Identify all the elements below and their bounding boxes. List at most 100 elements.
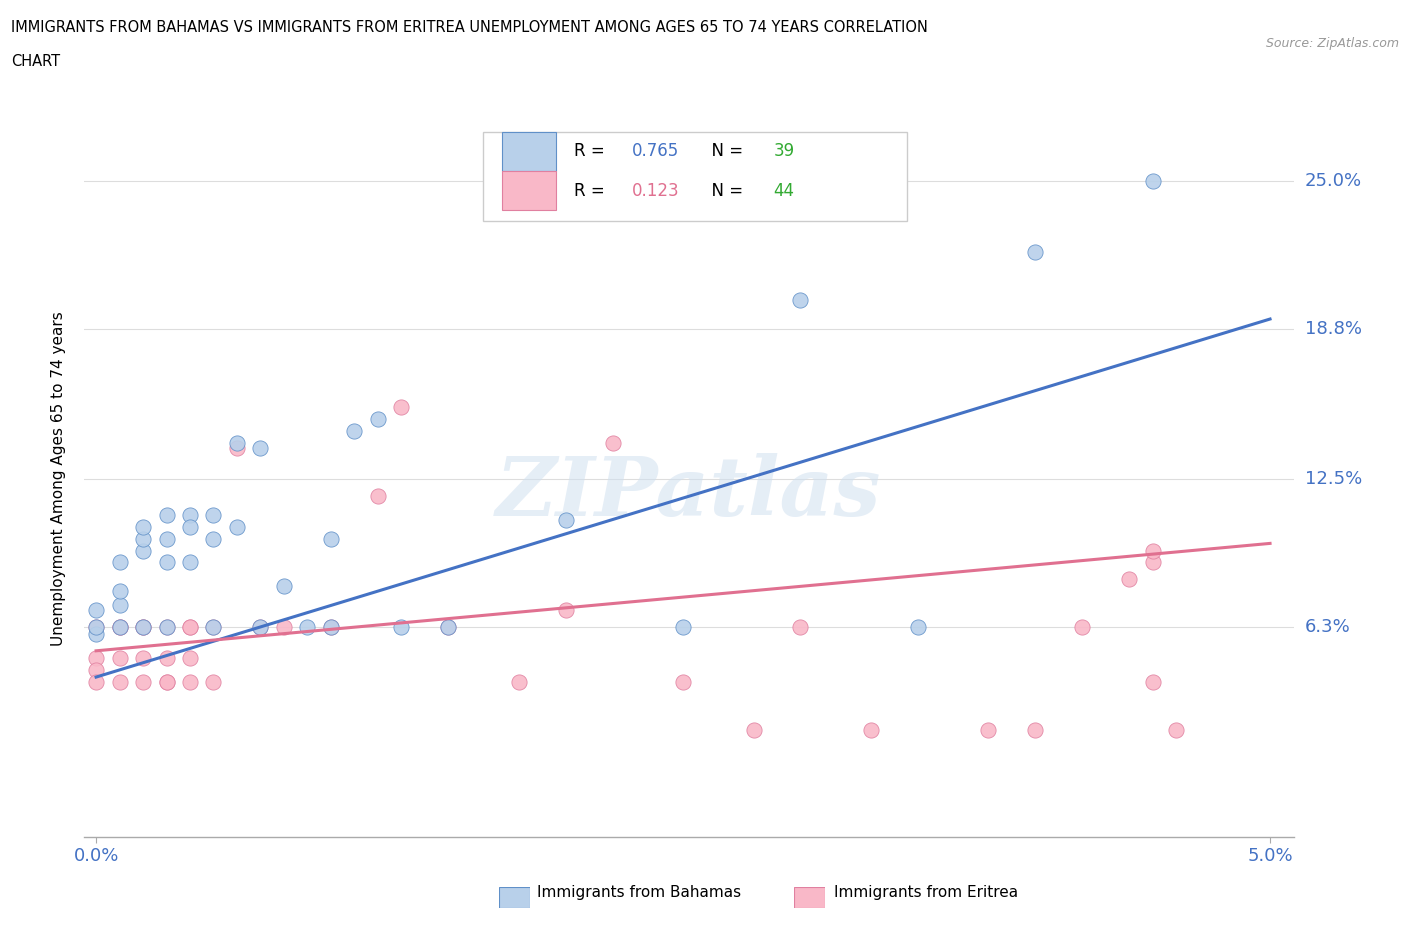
Point [602, 435, 624, 450]
Point [155, 619, 177, 634]
Point [297, 619, 319, 634]
Point [789, 293, 811, 308]
Text: N =: N = [702, 142, 748, 160]
Point [508, 674, 530, 689]
Point [249, 441, 271, 456]
Point [226, 441, 249, 456]
Point [1142, 555, 1164, 570]
Text: 18.8%: 18.8% [1305, 320, 1361, 338]
Text: 44: 44 [773, 181, 794, 200]
Point [977, 722, 1000, 737]
Point [859, 722, 882, 737]
Point [202, 508, 225, 523]
Point [226, 435, 249, 450]
Point [179, 519, 201, 534]
Text: 39: 39 [773, 142, 794, 160]
Point [437, 619, 460, 634]
Point [319, 531, 342, 546]
Point [554, 603, 576, 618]
Point [672, 619, 695, 634]
Point [907, 619, 929, 634]
Text: IMMIGRANTS FROM BAHAMAS VS IMMIGRANTS FROM ERITREA UNEMPLOYMENT AMONG AGES 65 TO: IMMIGRANTS FROM BAHAMAS VS IMMIGRANTS FR… [11, 20, 928, 35]
Point [249, 619, 271, 634]
Point [132, 519, 155, 534]
Point [1024, 245, 1046, 259]
Point [155, 619, 177, 634]
Point [132, 531, 155, 546]
Point [84, 619, 107, 634]
Point [179, 619, 201, 634]
Text: ZIPatlas: ZIPatlas [496, 453, 882, 533]
Point [108, 619, 131, 634]
Point [367, 412, 389, 427]
FancyBboxPatch shape [484, 132, 907, 221]
Point [84, 662, 107, 677]
Point [1118, 572, 1140, 587]
Point [319, 619, 342, 634]
Point [273, 619, 295, 634]
Point [179, 508, 201, 523]
Point [108, 674, 131, 689]
Point [132, 619, 155, 634]
Point [789, 619, 811, 634]
Text: Immigrants from Eritrea: Immigrants from Eritrea [834, 885, 1018, 900]
Point [389, 619, 412, 634]
Point [84, 674, 107, 689]
Point [319, 619, 342, 634]
Y-axis label: Unemployment Among Ages 65 to 74 years: Unemployment Among Ages 65 to 74 years [51, 312, 66, 646]
Point [155, 674, 177, 689]
Point [155, 674, 177, 689]
Point [1071, 619, 1094, 634]
Point [108, 584, 131, 599]
Point [273, 578, 295, 594]
Point [108, 555, 131, 570]
Text: CHART: CHART [11, 54, 60, 69]
Point [108, 619, 131, 634]
Point [742, 722, 765, 737]
Point [132, 651, 155, 666]
Point [179, 555, 201, 570]
Point [367, 488, 389, 503]
Point [132, 674, 155, 689]
Point [202, 531, 225, 546]
Point [155, 531, 177, 546]
Text: 12.5%: 12.5% [1305, 470, 1362, 488]
Point [202, 619, 225, 634]
Point [1024, 722, 1046, 737]
FancyBboxPatch shape [502, 132, 555, 171]
Point [1142, 543, 1164, 558]
Point [108, 619, 131, 634]
Text: Immigrants from Bahamas: Immigrants from Bahamas [537, 885, 741, 900]
Point [226, 519, 249, 534]
Point [108, 598, 131, 613]
Point [1142, 674, 1164, 689]
Text: 0.765: 0.765 [633, 142, 679, 160]
Text: N =: N = [702, 181, 748, 200]
Point [202, 674, 225, 689]
Point [202, 619, 225, 634]
Point [132, 543, 155, 558]
Point [343, 424, 366, 439]
Point [84, 603, 107, 618]
Text: R =: R = [574, 142, 610, 160]
Point [554, 512, 576, 527]
Text: Source: ZipAtlas.com: Source: ZipAtlas.com [1265, 37, 1399, 50]
Point [132, 619, 155, 634]
Point [84, 627, 107, 642]
Point [437, 619, 460, 634]
Text: 0.123: 0.123 [633, 181, 679, 200]
Point [389, 400, 412, 415]
Point [155, 555, 177, 570]
Point [155, 508, 177, 523]
Text: 6.3%: 6.3% [1305, 618, 1350, 636]
Point [179, 619, 201, 634]
Point [179, 674, 201, 689]
Point [84, 651, 107, 666]
Point [132, 619, 155, 634]
Point [1166, 722, 1188, 737]
Point [108, 651, 131, 666]
Point [84, 619, 107, 634]
Point [1142, 173, 1164, 188]
Point [155, 651, 177, 666]
Text: R =: R = [574, 181, 610, 200]
